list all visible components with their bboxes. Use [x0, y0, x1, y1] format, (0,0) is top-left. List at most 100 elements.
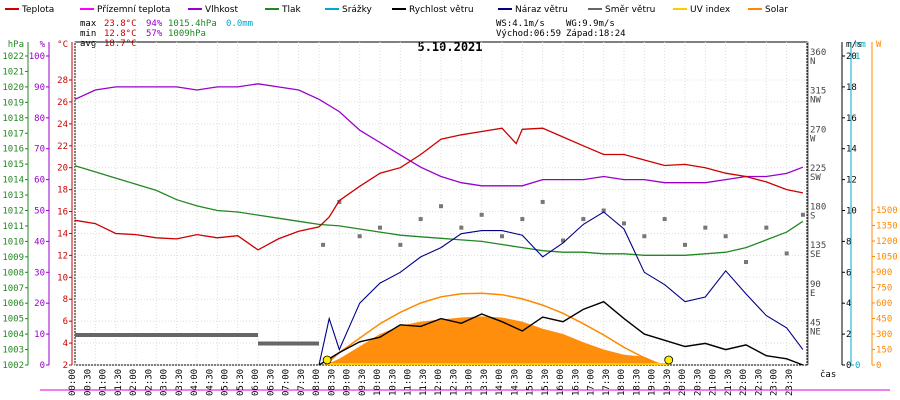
x-tick-label: 11:30	[419, 369, 429, 396]
x-tick-label: 07:00	[282, 369, 292, 396]
degc-axis-tick-label: 28	[57, 76, 68, 86]
x-axis-label: čas	[820, 369, 836, 380]
x-tick-label: 15:00	[526, 369, 536, 396]
degc-axis-tick-label: 16	[57, 208, 68, 218]
wind-dir-point	[581, 217, 586, 222]
mm-axis-tick-label: 0	[855, 361, 860, 371]
stat-value: min	[80, 29, 96, 39]
pct-axis-tick-label: 10	[34, 330, 45, 340]
wind-speed-line	[318, 300, 804, 366]
hpa-axis-tick-label: 1011	[2, 222, 24, 232]
x-tick-label: 07:30	[297, 369, 307, 396]
x-tick-label: 03:30	[175, 369, 185, 396]
hpa-axis-tick-label: 1004	[2, 330, 24, 340]
dir-tick-label: 180	[810, 203, 826, 213]
plot-area	[74, 41, 808, 366]
hpa-axis-tick-label: 1008	[2, 268, 24, 278]
pct-axis-label: %	[40, 40, 46, 50]
x-tick-label: 13:00	[465, 369, 475, 396]
stat-value: 18.7°C	[104, 39, 137, 49]
hpa-axis-tick-label: 1020	[2, 83, 24, 93]
dir-tick-label: SW	[810, 173, 821, 183]
x-tick-label: 22:00	[739, 369, 749, 396]
hpa-axis-tick-label: 1017	[2, 129, 24, 139]
dir-tick-label: 90	[810, 280, 821, 290]
stat-value: Západ:18:24	[566, 29, 626, 39]
degc-axis-tick-label: 6	[63, 317, 68, 327]
x-tick-label: 03:00	[160, 369, 170, 396]
degc-axis-tick-label: 22	[57, 142, 68, 152]
wind-dir-point	[683, 242, 687, 247]
humidity-line	[74, 83, 804, 187]
x-tick-label: 23:30	[785, 369, 795, 396]
x-tick-label: 23:00	[770, 369, 780, 396]
x-tick-label: 10:30	[388, 369, 398, 396]
wind-dir-point	[321, 242, 326, 247]
wind-dir-point	[601, 208, 606, 213]
x-tick-label: 14:30	[510, 369, 520, 396]
stat-value: 1009hPa	[168, 29, 206, 39]
dir-tick-label: W	[810, 134, 816, 144]
pct-axis-tick-label: 70	[34, 145, 45, 155]
x-tick-label: 08:30	[327, 369, 337, 396]
hpa-axis-tick-label: 1003	[2, 346, 24, 356]
dir-tick-label: NW	[810, 96, 821, 106]
hpa-axis-tick-label: 1005	[2, 315, 24, 325]
ms-axis-tick-label: 0	[846, 361, 851, 371]
pct-axis-tick-label: 30	[34, 268, 45, 278]
wind-dir-point	[500, 234, 504, 239]
stat-value: WG:9.9m/s	[566, 19, 615, 29]
hpa-axis-tick-label: 1010	[2, 237, 24, 247]
x-tick-label: 20:30	[693, 369, 703, 396]
wm2-axis-tick-label: 150	[876, 346, 892, 356]
hpa-axis-tick-label: 1015	[2, 160, 24, 170]
wind-dir-point	[703, 225, 708, 230]
stat-value: 0.0mm	[226, 19, 253, 29]
x-tick-label: 01:00	[99, 369, 109, 396]
ms-axis-tick-label: 2	[846, 330, 851, 340]
pct-axis-tick-label: 40	[34, 237, 45, 247]
x-tick-label: 06:30	[266, 369, 276, 396]
x-tick-label: 14:00	[495, 369, 505, 396]
legend-label: Srážky	[342, 5, 373, 15]
degc-axis-tick-label: 26	[57, 98, 68, 108]
sunset-marker	[664, 355, 674, 365]
dir-tick-label: SE	[810, 250, 821, 260]
legend-label: Teplota	[21, 5, 54, 15]
wind-dir-point	[662, 217, 667, 222]
x-tick-label: 17:00	[587, 369, 597, 396]
hpa-axis-tick-label: 1013	[2, 191, 24, 201]
degc-axis-tick-label: 10	[57, 273, 68, 283]
pct-axis-tick-label: 80	[34, 114, 45, 124]
degc-axis-tick-label: 18	[57, 186, 68, 196]
wind-dir-point	[784, 251, 789, 256]
hpa-axis-tick-label: 1002	[2, 361, 24, 371]
temperature-line	[74, 127, 804, 251]
wm2-axis-tick-label: 1500	[876, 206, 898, 216]
stat-value: avg	[80, 39, 96, 49]
wind-dir-point	[744, 260, 748, 264]
hpa-axis-tick-label: 1007	[2, 284, 24, 294]
x-tick-label: 19:30	[663, 369, 673, 396]
degc-axis-tick-label: 20	[57, 164, 68, 174]
hpa-axis-tick-label: 1009	[2, 253, 24, 263]
x-tick-label: 16:30	[571, 369, 581, 396]
x-tick-label: 17:30	[602, 369, 612, 396]
legend-label: Náraz větru	[515, 5, 568, 15]
wind-dir-point	[561, 238, 565, 243]
pct-axis-tick-label: 90	[34, 83, 45, 93]
dir-tick-label: 45	[810, 318, 821, 328]
legend-label: UV index	[690, 5, 731, 15]
wm2-axis-label: W	[876, 40, 882, 50]
chart-title: 5.10.2021	[417, 40, 482, 54]
x-tick-label: 04:30	[205, 369, 215, 396]
pct-axis-tick-label: 60	[34, 176, 45, 186]
stat-value: 23.8°C	[104, 19, 137, 29]
wm2-axis-tick-label: 0	[876, 361, 881, 371]
dir-tick-label: S	[810, 212, 815, 222]
chart-legend: Teplota Přízemní teplota Vlhkost Tlak Srážky…	[5, 5, 788, 15]
x-tick-label: 20:00	[678, 369, 688, 396]
wind-dir-point	[642, 234, 647, 239]
pct-axis-tick-label: 100	[29, 52, 45, 62]
dir-tick-label: 360	[810, 48, 826, 58]
